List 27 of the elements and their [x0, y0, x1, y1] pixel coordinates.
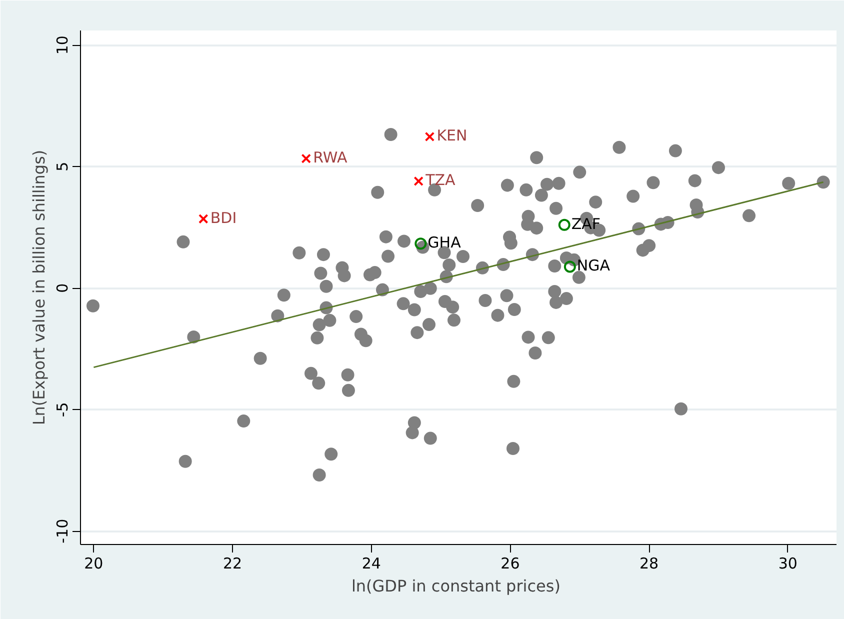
x-tick-label: 22 — [222, 554, 242, 572]
annotation: RWA — [313, 148, 348, 167]
x-tick-label: 24 — [362, 554, 381, 572]
point — [558, 218, 570, 231]
annotation: TZA — [424, 171, 456, 190]
y-tick-label: -5 — [54, 402, 72, 418]
point — [414, 238, 427, 250]
x-tick-label: 30 — [778, 554, 798, 572]
y-tick-label: 0 — [54, 283, 72, 293]
annotation: ZAF — [571, 214, 601, 233]
x-tick-label: 28 — [640, 554, 659, 572]
point — [424, 132, 435, 142]
x-tick-label: 20 — [84, 554, 104, 572]
x-tick-label: 26 — [500, 554, 520, 572]
y-tick-label: -10 — [54, 518, 72, 544]
point — [564, 260, 576, 273]
annotation: BDI — [210, 208, 237, 227]
point — [414, 176, 424, 186]
y-tick-label: 5 — [54, 162, 72, 172]
annotation: NGA — [576, 256, 611, 275]
x-axis-title: ln(GDP in constant prices) — [351, 576, 560, 596]
point — [198, 214, 208, 224]
annotation: KEN — [436, 126, 468, 145]
y-tick-label: 10 — [54, 36, 72, 55]
y-axis-title: Ln(Export value in billion shillings) — [30, 150, 48, 426]
point — [301, 154, 312, 164]
annotation: GHA — [428, 234, 462, 252]
